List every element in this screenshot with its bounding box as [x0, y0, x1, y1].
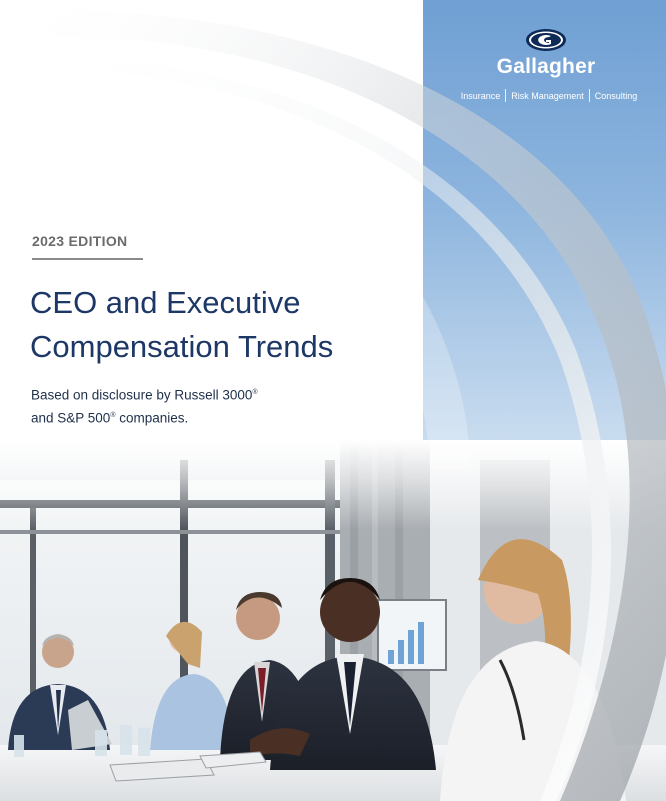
subtitle-line-1: Based on disclosure by Russell 3000®: [31, 383, 331, 406]
gallagher-g-logo-icon: [526, 29, 566, 51]
report-title: CEO and Executive Compensation Trends: [30, 281, 420, 369]
edition-underline: [32, 258, 143, 260]
registered-mark: ®: [110, 411, 116, 419]
service-divider: [588, 89, 590, 102]
edition-label: 2023 EDITION: [32, 233, 128, 249]
subtitle-line-2-text-a: and S&P 500: [31, 410, 111, 425]
service-consulting: Consulting: [594, 90, 638, 101]
report-subtitle: Based on disclosure by Russell 3000® and…: [31, 383, 331, 428]
subtitle-line-2: and S&P 500® companies.: [31, 406, 331, 429]
subtitle-line-2-text-b: companies.: [115, 410, 189, 425]
subtitle-line-1-text: Based on disclosure by Russell 3000: [31, 387, 253, 403]
photo-fade-overlay: [0, 440, 666, 530]
report-title-line-2: Compensation Trends: [30, 329, 334, 364]
registered-mark: ®: [252, 389, 258, 396]
report-title-line-1: CEO and Executive: [30, 285, 301, 320]
service-list: Insurance Risk Management Consulting: [449, 89, 649, 102]
service-insurance: Insurance: [460, 90, 501, 101]
brand-name: Gallagher: [496, 55, 596, 78]
service-risk-management: Risk Management: [511, 90, 584, 101]
service-divider: [505, 89, 507, 102]
